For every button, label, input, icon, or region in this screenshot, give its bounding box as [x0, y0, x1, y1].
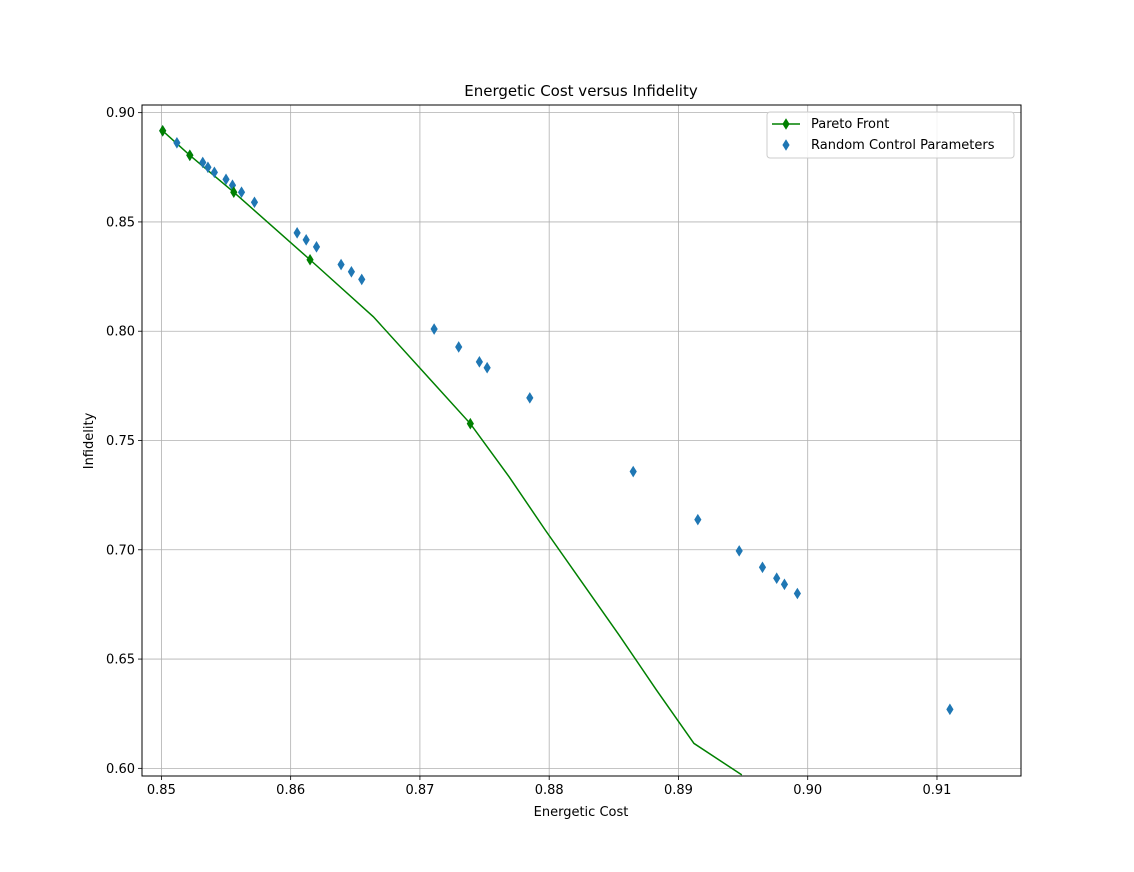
scatter-point [780, 578, 789, 591]
pareto-point [230, 186, 238, 199]
scatter-point [483, 361, 491, 374]
scatter-point [237, 186, 246, 199]
legend-pareto-marker [782, 118, 790, 130]
y-tick-label: 0.60 [106, 762, 135, 777]
x-tick-label: 0.89 [664, 783, 693, 798]
scatter-point [312, 241, 321, 253]
scatter-point [204, 161, 212, 174]
scatter-point [629, 465, 637, 478]
legend-random-marker [782, 139, 790, 151]
scatter-point [347, 265, 356, 278]
legend-box [766, 111, 1015, 159]
scatter-point [735, 545, 743, 557]
scatter-point [455, 341, 463, 353]
scatter-point [793, 587, 801, 600]
scatter-point [758, 561, 767, 574]
chart-title: Energetic Cost versus Infidelity [464, 82, 698, 100]
scatter-point [773, 572, 781, 584]
pareto-point [306, 253, 314, 266]
x-tick-label: 0.91 [923, 783, 952, 798]
x-tick-label: 0.85 [147, 783, 176, 798]
scatter-point [222, 173, 230, 186]
scatter-point [337, 258, 345, 271]
scatter-point [173, 137, 181, 149]
scatter-point [946, 703, 954, 716]
scatter-point [293, 227, 301, 239]
y-axis-label: Infidelity [82, 412, 97, 469]
scatter-point [475, 356, 483, 368]
y-tick-label: 0.65 [106, 653, 135, 668]
scatter-point [430, 323, 438, 335]
legend: Pareto Front Random Control Parameters [766, 111, 1015, 159]
y-tick-label: 0.70 [106, 543, 135, 558]
y-tick-label: 0.75 [106, 434, 135, 449]
y-tick-label: 0.80 [106, 325, 135, 340]
y-tick-label: 0.85 [106, 215, 135, 230]
y-tick-label: 0.90 [106, 106, 135, 121]
x-axis-label: Energetic Cost [534, 805, 629, 820]
pareto-point [186, 149, 194, 162]
grid-lines [142, 105, 1021, 776]
scatter-point [302, 234, 310, 246]
y-axis-ticks: 0.60 0.65 0.70 0.75 0.80 0.85 0.90 [106, 106, 142, 777]
pareto-point [159, 124, 167, 137]
x-tick-label: 0.88 [535, 783, 564, 798]
x-tick-label: 0.90 [793, 783, 822, 798]
scatter-point [694, 513, 702, 526]
pareto-point [466, 417, 474, 430]
legend-label-pareto: Pareto Front [811, 117, 889, 132]
scatter-point [199, 156, 207, 169]
x-axis-ticks: 0.85 0.86 0.87 0.88 0.89 0.90 0.91 [147, 776, 952, 798]
scatter-point [526, 392, 534, 404]
scatter-point [250, 196, 259, 209]
pareto-front-points [159, 124, 474, 430]
scatter-point [358, 273, 366, 286]
legend-label-random: Random Control Parameters [811, 138, 995, 153]
x-tick-label: 0.87 [405, 783, 434, 798]
scatter-point [210, 166, 218, 179]
scatter-point [228, 179, 237, 192]
x-tick-label: 0.86 [276, 783, 305, 798]
